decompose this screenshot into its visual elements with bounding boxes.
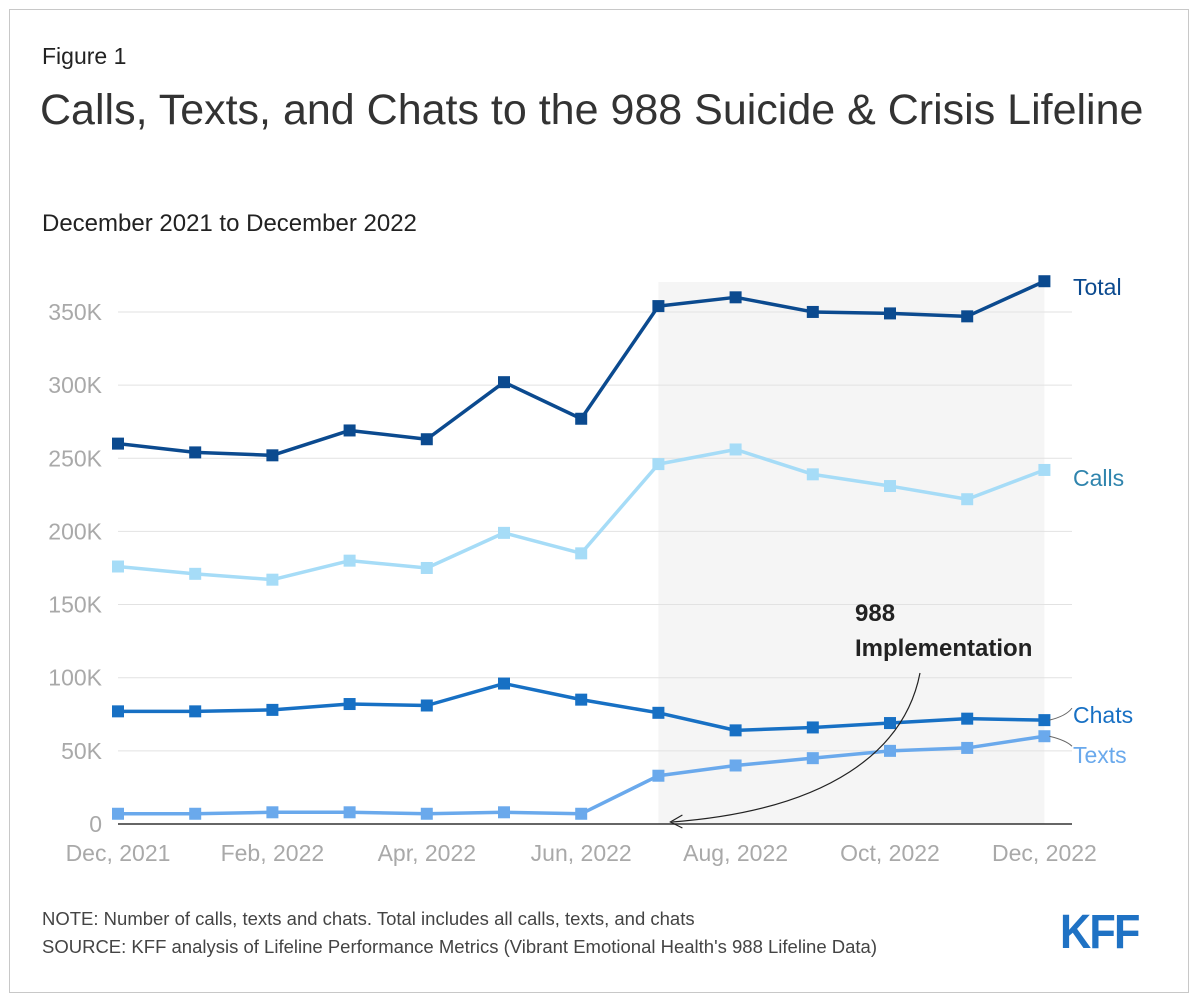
calls-point-nov-2022 <box>961 493 974 506</box>
figure-label: Figure 1 <box>42 43 127 69</box>
calls-point-may-2022 <box>498 526 510 539</box>
chats-point-jul-2022 <box>652 706 665 719</box>
texts-point-sep-2022 <box>806 752 819 765</box>
calls-point-jan-2022 <box>189 567 202 580</box>
calls-point-apr-2022 <box>420 561 433 574</box>
x-tick-label-dec-2021: Dec, 2021 <box>66 840 171 866</box>
chats-point-jun-2022 <box>575 693 588 706</box>
annotation-line-1: 988 <box>855 600 895 627</box>
calls-point-oct-2022 <box>884 480 896 493</box>
calls-point-dec-2021 <box>112 560 124 573</box>
chats-point-mar-2022 <box>343 698 356 711</box>
annotation-arrow <box>672 672 921 823</box>
y-tick-label-50k: 50K <box>61 738 103 764</box>
chats-label-leader <box>1049 707 1073 721</box>
total-point-dec-2022 <box>1038 275 1051 288</box>
chats-point-may-2022 <box>498 677 510 690</box>
y-tick-label-150k: 150K <box>48 592 102 618</box>
total-point-jun-2022 <box>575 412 588 425</box>
texts-point-dec-2022 <box>1038 730 1051 743</box>
texts-point-apr-2022 <box>420 807 433 820</box>
chats-point-sep-2022 <box>806 721 819 734</box>
total-point-may-2022 <box>498 376 510 389</box>
texts-point-feb-2022 <box>266 806 279 819</box>
kff-logo: KFF <box>1060 906 1140 959</box>
texts-point-nov-2022 <box>961 741 974 754</box>
chats-point-feb-2022 <box>266 703 279 716</box>
calls-point-feb-2022 <box>266 573 279 586</box>
annotation-arrowhead <box>669 814 683 829</box>
chats-point-aug-2022 <box>729 724 742 737</box>
x-tick-label-feb-2022: Feb, 2022 <box>221 840 325 866</box>
chats-point-apr-2022 <box>420 699 433 712</box>
calls-point-sep-2022 <box>806 468 819 481</box>
x-tick-label-oct-2022: Oct, 2022 <box>840 840 940 866</box>
calls-point-mar-2022 <box>343 554 356 567</box>
chats-point-oct-2022 <box>884 717 896 730</box>
y-tick-label-350k: 350K <box>48 299 102 325</box>
total-point-sep-2022 <box>806 305 819 318</box>
y-tick-label-300k: 300K <box>48 372 102 398</box>
x-tick-label-apr-2022: Apr, 2022 <box>378 840 476 866</box>
chats-point-dec-2021 <box>112 705 124 718</box>
texts-point-mar-2022 <box>343 806 356 819</box>
texts-point-jul-2022 <box>652 769 665 782</box>
chats-point-dec-2022 <box>1038 714 1051 727</box>
calls-point-jun-2022 <box>575 547 588 560</box>
texts-point-aug-2022 <box>729 759 742 772</box>
texts-point-oct-2022 <box>884 744 896 757</box>
x-tick-label-dec-2022: Dec, 2022 <box>992 840 1097 866</box>
chart-source: SOURCE: KFF analysis of Lifeline Perform… <box>42 936 878 957</box>
total-point-dec-2021 <box>112 437 124 450</box>
total-point-mar-2022 <box>343 424 356 437</box>
calls-point-aug-2022 <box>729 443 742 456</box>
annotation-line-2: Implementation <box>855 635 1032 662</box>
calls-point-dec-2022 <box>1038 463 1051 476</box>
total-point-jul-2022 <box>652 300 665 313</box>
y-tick-label-100k: 100K <box>48 665 102 691</box>
texts-point-dec-2021 <box>112 807 124 820</box>
x-tick-label-jun-2022: Jun, 2022 <box>531 840 632 866</box>
calls-point-jul-2022 <box>652 458 665 471</box>
y-tick-label-250k: 250K <box>48 445 102 471</box>
total-point-oct-2022 <box>884 307 896 320</box>
total-point-jan-2022 <box>189 446 202 459</box>
implementation-shaded-region <box>658 282 1045 824</box>
total-point-aug-2022 <box>729 291 742 304</box>
total-point-feb-2022 <box>266 449 279 462</box>
chart-title: Calls, Texts, and Chats to the 988 Suici… <box>40 86 1144 134</box>
texts-point-jan-2022 <box>189 807 202 820</box>
chats-point-nov-2022 <box>961 712 974 725</box>
calls-series-label: Calls <box>1073 465 1124 491</box>
y-tick-label-200k: 200K <box>48 518 102 544</box>
total-point-apr-2022 <box>420 433 433 446</box>
chart-subtitle: December 2021 to December 2022 <box>42 210 417 237</box>
total-series-label: Total <box>1073 274 1122 300</box>
chats-point-jan-2022 <box>189 705 202 718</box>
chart-note: NOTE: Number of calls, texts and chats. … <box>42 908 695 929</box>
total-point-nov-2022 <box>961 310 974 323</box>
chats-series-label: Chats <box>1073 702 1133 728</box>
y-tick-label-0: 0 <box>89 811 102 837</box>
texts-point-may-2022 <box>498 806 510 819</box>
x-tick-label-aug-2022: Aug, 2022 <box>683 840 788 866</box>
texts-label-leader <box>1049 735 1073 747</box>
texts-point-jun-2022 <box>575 807 588 820</box>
texts-series-label: Texts <box>1073 742 1127 768</box>
